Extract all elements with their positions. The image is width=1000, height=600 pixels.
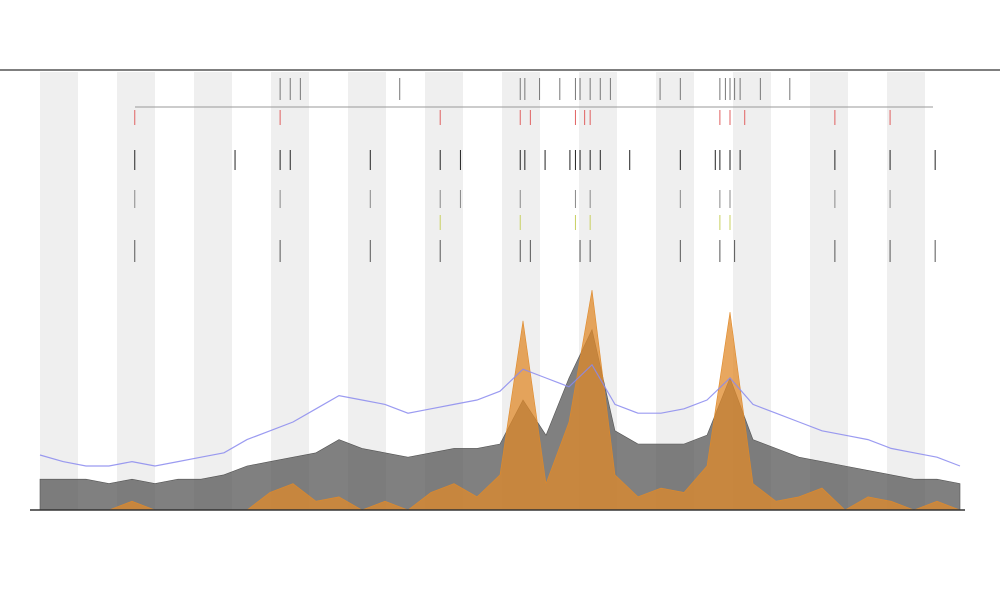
band xyxy=(40,72,78,510)
band xyxy=(348,72,386,510)
band xyxy=(271,72,309,510)
band xyxy=(810,72,848,510)
band xyxy=(656,72,694,510)
band xyxy=(887,72,925,510)
band xyxy=(194,72,232,510)
background-bands xyxy=(40,72,925,510)
signal-line xyxy=(39,363,961,467)
band xyxy=(117,72,155,510)
band xyxy=(425,72,463,510)
